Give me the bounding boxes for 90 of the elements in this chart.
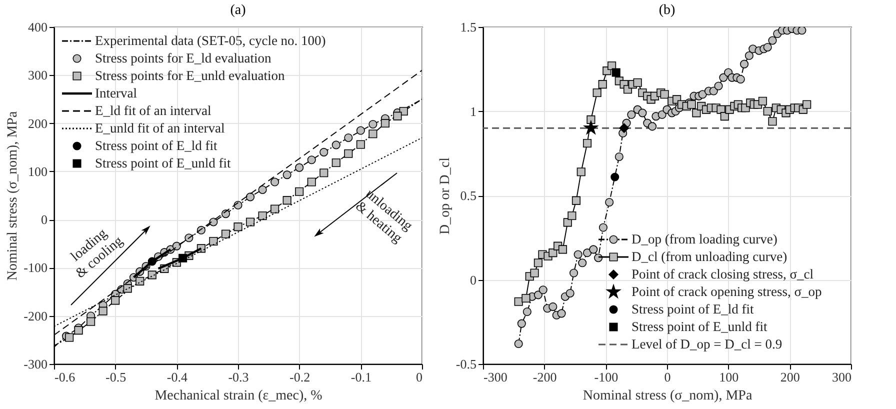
point bbox=[332, 140, 340, 150]
point bbox=[344, 149, 353, 158]
y-tick-label: 0.5 bbox=[460, 188, 476, 203]
legend-label: Point of crack opening stress, σ_op bbox=[632, 284, 822, 299]
x-tick-label: -0.2 bbox=[290, 370, 310, 384]
point bbox=[270, 178, 280, 186]
legend-label: Interval bbox=[95, 86, 138, 100]
y-tick-label: -0.5 bbox=[456, 356, 476, 372]
point bbox=[307, 156, 316, 164]
legend-label: Stress point of E_unld fit bbox=[95, 156, 231, 170]
point bbox=[123, 284, 132, 293]
legend-label: Stress point of E_ld fit bbox=[95, 138, 218, 153]
point bbox=[282, 196, 292, 205]
point bbox=[221, 210, 230, 218]
x-tick-label: -0.6 bbox=[54, 370, 76, 384]
point bbox=[111, 296, 120, 305]
legend-label: Stress point of E_ld fit bbox=[632, 302, 754, 316]
x-tick-label: 200 bbox=[780, 370, 800, 384]
legend-label: Stress points for E_ld evaluation bbox=[95, 50, 272, 66]
point bbox=[295, 187, 304, 196]
y-tick-label: 300 bbox=[28, 68, 48, 83]
y-tick-label: 200 bbox=[28, 116, 48, 131]
point bbox=[320, 148, 328, 156]
y-axis-title: D_op or D_cl bbox=[438, 157, 453, 234]
point bbox=[86, 317, 96, 326]
y-tick-label: 0 bbox=[41, 212, 48, 228]
legend-label: Stress points for E_unld evaluation bbox=[95, 68, 285, 83]
point bbox=[221, 230, 230, 238]
x-tick-label: -0.5 bbox=[106, 370, 126, 384]
legend-label: Experimental data (SET-05, cycle no. 100) bbox=[95, 33, 326, 48]
point bbox=[399, 106, 408, 116]
point bbox=[356, 140, 365, 149]
point bbox=[209, 218, 218, 226]
point bbox=[368, 120, 378, 129]
point bbox=[295, 163, 304, 172]
chart-title: (b) bbox=[658, 3, 676, 18]
x-tick-label: -0.4 bbox=[166, 370, 188, 384]
point bbox=[258, 211, 267, 220]
point bbox=[148, 257, 156, 266]
point bbox=[393, 112, 402, 120]
legend-label: D_op (from loading curve) bbox=[632, 232, 778, 246]
y-tick-label: 400 bbox=[28, 20, 48, 34]
legend-label: E_unld fit of an interval bbox=[95, 120, 225, 136]
point bbox=[98, 306, 108, 316]
x-tick-label: -100 bbox=[594, 370, 618, 384]
point bbox=[270, 204, 280, 214]
y-tick-label: 0 bbox=[470, 272, 476, 288]
legend-label: Point of crack closing stress, σ_cl bbox=[632, 266, 814, 282]
point bbox=[320, 168, 328, 178]
x-tick-label: -0.3 bbox=[228, 370, 249, 384]
legend-label: Stress point of E_unld fit bbox=[632, 319, 768, 334]
x-tick-label: -200 bbox=[532, 370, 557, 384]
point bbox=[246, 218, 255, 226]
point bbox=[172, 242, 181, 250]
point bbox=[332, 158, 340, 168]
point bbox=[136, 276, 144, 286]
y-tick-label: 1.5 bbox=[460, 20, 476, 34]
x-tick-label: 0 bbox=[416, 370, 422, 384]
point bbox=[246, 192, 255, 202]
x-tick-label: 100 bbox=[719, 370, 739, 384]
x-tick-label: -300 bbox=[484, 370, 508, 384]
point bbox=[380, 119, 390, 128]
legend-label: Level of D_op = D_cl = 0.9 bbox=[632, 336, 782, 352]
y-tick-label: 1 bbox=[470, 104, 476, 119]
y-tick-label: 100 bbox=[28, 164, 48, 179]
point bbox=[282, 170, 292, 180]
chart-title: (a) bbox=[230, 3, 246, 18]
x-tick-label: 0 bbox=[664, 370, 671, 384]
y-tick-label: -300 bbox=[24, 356, 48, 372]
y-axis-title: Nominal stress (σ_nom), MPa bbox=[6, 110, 21, 281]
point bbox=[344, 133, 353, 142]
point bbox=[234, 200, 242, 210]
y-tick-label: -200 bbox=[24, 308, 48, 324]
x-tick-label: -0.1 bbox=[350, 370, 372, 384]
legend-label: E_ld fit of an interval bbox=[95, 103, 212, 118]
x-axis-title: Nominal stress (σ_nom), MPa bbox=[582, 388, 753, 404]
point bbox=[65, 333, 74, 342]
point bbox=[356, 126, 365, 135]
legend-label: D_cl (from unloading curve) bbox=[632, 249, 788, 264]
point bbox=[74, 326, 83, 335]
point bbox=[234, 222, 242, 232]
x-axis-title: Mechanical strain (ε_mec), % bbox=[154, 388, 323, 404]
point bbox=[148, 270, 156, 280]
y-tick-label: -100 bbox=[24, 260, 48, 276]
point bbox=[307, 178, 316, 186]
x-tick-label: 300 bbox=[832, 370, 852, 384]
point bbox=[258, 185, 267, 194]
point bbox=[209, 236, 218, 246]
point bbox=[178, 254, 188, 262]
point bbox=[368, 130, 378, 138]
